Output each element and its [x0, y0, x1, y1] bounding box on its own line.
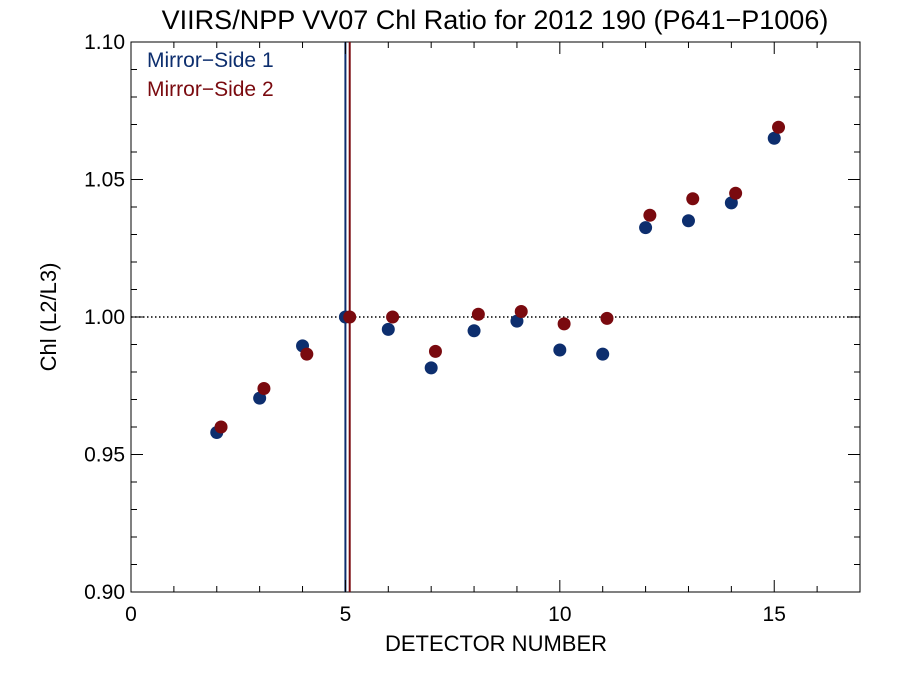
data-point-series-2	[343, 310, 357, 324]
data-point-series-2	[214, 420, 228, 434]
y-tick-label: 0.90	[84, 581, 125, 604]
x-axis-label: DETECTOR NUMBER	[385, 631, 607, 656]
data-point-series-2	[300, 347, 314, 361]
legend: Mirror−Side 1 Mirror−Side 2	[147, 49, 274, 101]
legend-entry-mirror-side-1: Mirror−Side 1	[147, 49, 274, 72]
data-point-series-2	[471, 307, 485, 321]
data-point-series-2	[386, 310, 400, 324]
data-point-series-1	[424, 361, 438, 375]
axis-ticks: 0 5 10 15 0.90 0.95 1.00 1.05 1.10	[84, 31, 861, 626]
data-point-series-2	[428, 344, 442, 358]
y-tick-label: 0.95	[84, 444, 125, 467]
data-point-series-1	[767, 131, 781, 145]
data-point-series-1	[596, 347, 610, 361]
chart-title: VIIRS/NPP VV07 Chl Ratio for 2012 190 (P…	[162, 5, 829, 35]
x-tick-label: 15	[763, 603, 786, 626]
data-point-series-2	[600, 311, 614, 325]
data-point-series-2	[514, 305, 528, 318]
data-point-series-1	[639, 221, 653, 235]
data-point-series-1	[681, 214, 695, 228]
data-point-series-2	[729, 186, 743, 200]
legend-entry-mirror-side-2: Mirror−Side 2	[147, 78, 274, 101]
data-point-series-1	[381, 322, 395, 336]
data-point-series-2	[257, 382, 271, 395]
data-point-series-2	[643, 208, 657, 222]
data-point-series-1	[553, 343, 567, 357]
y-tick-label: 1.10	[84, 31, 125, 54]
x-tick-label: 5	[340, 603, 352, 626]
y-tick-label: 1.05	[84, 169, 125, 192]
x-tick-label: 0	[125, 603, 137, 626]
data-point-series-2	[557, 317, 571, 331]
data-point-series-2	[686, 192, 700, 206]
y-axis-label: Chl (L2/L3)	[36, 263, 61, 372]
y-tick-label: 1.00	[84, 306, 125, 329]
data-points	[210, 120, 786, 439]
data-point-series-2	[772, 120, 786, 134]
x-tick-label: 10	[548, 603, 571, 626]
data-point-series-1	[467, 324, 481, 338]
